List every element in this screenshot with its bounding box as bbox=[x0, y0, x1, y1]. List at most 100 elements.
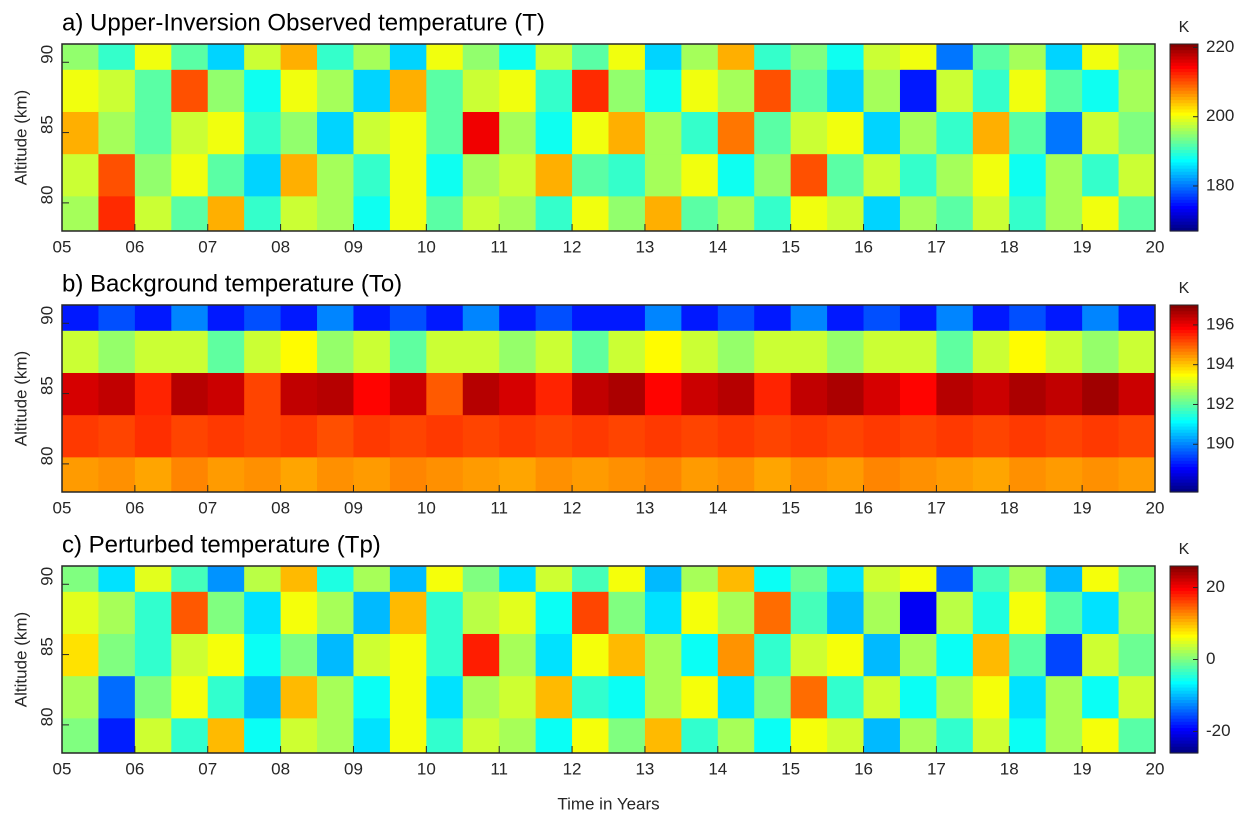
contour-cell bbox=[1082, 591, 1120, 634]
colorbar-step bbox=[1170, 479, 1198, 484]
colorbar-step bbox=[1170, 404, 1198, 409]
contour-cell bbox=[863, 372, 901, 416]
contour-cell bbox=[171, 111, 209, 155]
contour-cell bbox=[754, 153, 792, 197]
contour-cell bbox=[572, 111, 609, 155]
contour-cell bbox=[1082, 330, 1120, 373]
colorbar-step bbox=[1170, 423, 1198, 428]
contour-cell bbox=[171, 153, 209, 197]
x-tick-label: 12 bbox=[563, 237, 582, 256]
contour-cell bbox=[62, 717, 99, 754]
contour-cell bbox=[62, 591, 99, 634]
contour-cell bbox=[681, 305, 719, 331]
contour-cell bbox=[462, 372, 500, 416]
contour-cell bbox=[936, 44, 974, 70]
colorbar-step bbox=[1170, 618, 1198, 623]
contour-cell bbox=[171, 330, 209, 373]
contour-cell bbox=[717, 195, 755, 232]
contour-cell bbox=[754, 414, 792, 458]
contour-cell bbox=[644, 44, 682, 70]
contour-cell bbox=[717, 591, 755, 634]
contour-cell bbox=[353, 305, 391, 331]
colorbar-step bbox=[1170, 417, 1198, 421]
contour-cell bbox=[608, 111, 646, 155]
colorbar-step bbox=[1170, 650, 1198, 654]
contour-cell bbox=[1082, 305, 1120, 331]
contour-cell bbox=[280, 305, 318, 331]
x-tick-label: 19 bbox=[1073, 498, 1092, 517]
contour-cell bbox=[572, 675, 609, 719]
contour-cell bbox=[134, 675, 172, 719]
contour-cell bbox=[207, 195, 245, 232]
x-tick-label: 18 bbox=[1000, 237, 1019, 256]
colorbar-step bbox=[1170, 398, 1198, 403]
contour-cell bbox=[827, 717, 865, 754]
contour-cell bbox=[207, 153, 245, 197]
contour-cell bbox=[207, 330, 245, 373]
colorbar-step bbox=[1170, 435, 1198, 440]
colorbar-step bbox=[1170, 206, 1198, 210]
contour-cell bbox=[207, 591, 245, 634]
contour-cell bbox=[863, 591, 901, 634]
contour-cell bbox=[644, 111, 682, 155]
contour-cell bbox=[608, 717, 646, 754]
contour-cell bbox=[899, 633, 937, 677]
contour-cell bbox=[717, 414, 755, 458]
colorbar-step bbox=[1170, 336, 1198, 340]
contour-cell bbox=[462, 633, 500, 677]
contour-cell bbox=[936, 330, 974, 373]
contour-cell bbox=[827, 153, 865, 197]
colorbar-step bbox=[1170, 382, 1198, 387]
panel-title: b) Background temperature (To) bbox=[62, 270, 402, 297]
colorbar-step bbox=[1170, 193, 1198, 198]
panel-title: a) Upper-Inversion Observed temperature … bbox=[62, 9, 545, 36]
contour-cell bbox=[936, 414, 974, 458]
contour-cell bbox=[98, 675, 136, 719]
colorbar-step bbox=[1170, 146, 1198, 151]
contour-cell bbox=[535, 195, 573, 232]
contour-cell bbox=[608, 414, 646, 458]
contour-cell bbox=[317, 153, 354, 197]
contour-cell bbox=[608, 44, 646, 70]
colorbar-step bbox=[1170, 159, 1198, 164]
contour-cell bbox=[535, 414, 573, 458]
colorbar-step bbox=[1170, 706, 1198, 710]
contour-cell bbox=[317, 717, 354, 754]
contour-cell bbox=[499, 305, 537, 331]
contour-cell bbox=[207, 566, 245, 592]
colorbar-step bbox=[1170, 379, 1198, 384]
colorbar-step bbox=[1170, 609, 1198, 614]
contour-cell bbox=[280, 195, 318, 232]
contour-cell bbox=[389, 372, 427, 416]
contour-cell bbox=[499, 153, 537, 197]
contour-cell bbox=[171, 456, 209, 493]
contour-cell bbox=[280, 414, 318, 458]
contour-cell bbox=[62, 305, 99, 331]
contour-cell bbox=[1009, 44, 1047, 70]
contour-cell bbox=[134, 330, 172, 373]
contour-cell bbox=[535, 456, 573, 493]
panel-title: c) Perturbed temperature (Tp) bbox=[62, 531, 381, 558]
contour-cell bbox=[936, 456, 974, 493]
contour-cell bbox=[717, 330, 755, 373]
colorbar-step bbox=[1170, 448, 1198, 453]
colorbar-step bbox=[1170, 587, 1198, 592]
y-tick-label: 90 bbox=[37, 45, 56, 64]
x-tick-label: 09 bbox=[344, 759, 363, 778]
contour-cell bbox=[1118, 717, 1156, 754]
contour-cell bbox=[1045, 372, 1083, 416]
contour-cell bbox=[754, 633, 792, 677]
colorbar-step bbox=[1170, 401, 1198, 406]
contour-cell bbox=[863, 44, 901, 70]
colorbar-step bbox=[1170, 600, 1198, 604]
contour-cell bbox=[317, 372, 354, 416]
contour-cell bbox=[972, 111, 1010, 155]
contour-cell bbox=[717, 566, 755, 592]
colorbar-step bbox=[1170, 665, 1198, 670]
colorbar-step bbox=[1170, 215, 1198, 220]
contour-cell bbox=[1118, 330, 1156, 373]
contour-cell bbox=[535, 591, 573, 634]
colorbar-step bbox=[1170, 749, 1198, 754]
contour-cell bbox=[754, 44, 792, 70]
colorbar-step bbox=[1170, 106, 1198, 111]
